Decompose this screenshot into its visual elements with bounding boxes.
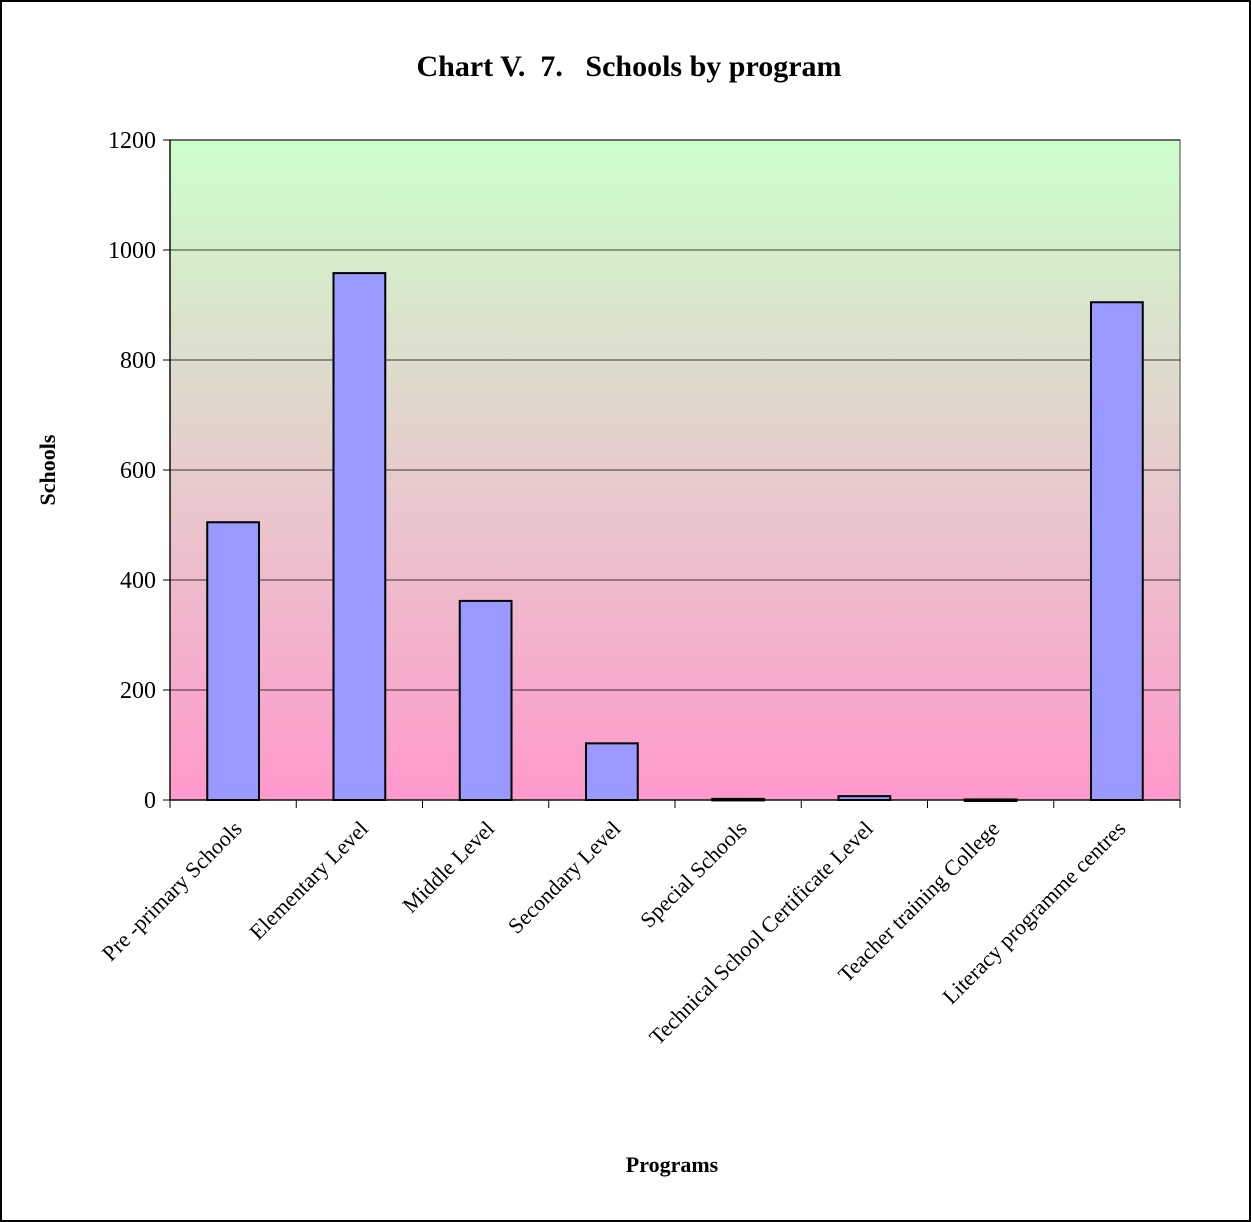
x-tick-label-2: Middle Level — [397, 816, 499, 918]
y-tick-label-6: 1200 — [108, 128, 156, 154]
bar-7 — [1089, 301, 1144, 801]
y-axis-label: Schools — [35, 434, 60, 505]
bar-1 — [332, 272, 387, 802]
bar-4 — [711, 797, 766, 802]
bar-3 — [584, 742, 639, 801]
bar-2 — [458, 599, 513, 802]
y-tick-label-0: 0 — [144, 788, 156, 814]
y-tick-label-3: 600 — [120, 458, 156, 484]
bar-0 — [206, 521, 261, 801]
x-tick-label-3: Secondary Level — [503, 816, 626, 939]
y-tick-labels: 0 200 400 600 800 1000 1200 — [108, 128, 156, 814]
y-tick-label-5: 1000 — [108, 238, 156, 264]
y-tick-label-2: 400 — [120, 568, 156, 594]
x-tick-label-0: Pre -primary Schools — [97, 816, 247, 966]
chart-title: Chart V. 7. Schools by program — [416, 50, 841, 83]
bar-6 — [963, 798, 1018, 802]
x-tick-label-4: Special Schools — [635, 816, 752, 933]
y-tick-label-1: 200 — [120, 678, 156, 704]
x-axis-label: Programs — [626, 1152, 719, 1177]
bar-5 — [837, 795, 892, 802]
x-tick-label-5: Technical School Certificate Level — [644, 816, 878, 1050]
y-tick-label-4: 800 — [120, 348, 156, 374]
bars — [206, 272, 1144, 802]
x-tick-label-1: Elementary Level — [244, 816, 373, 945]
